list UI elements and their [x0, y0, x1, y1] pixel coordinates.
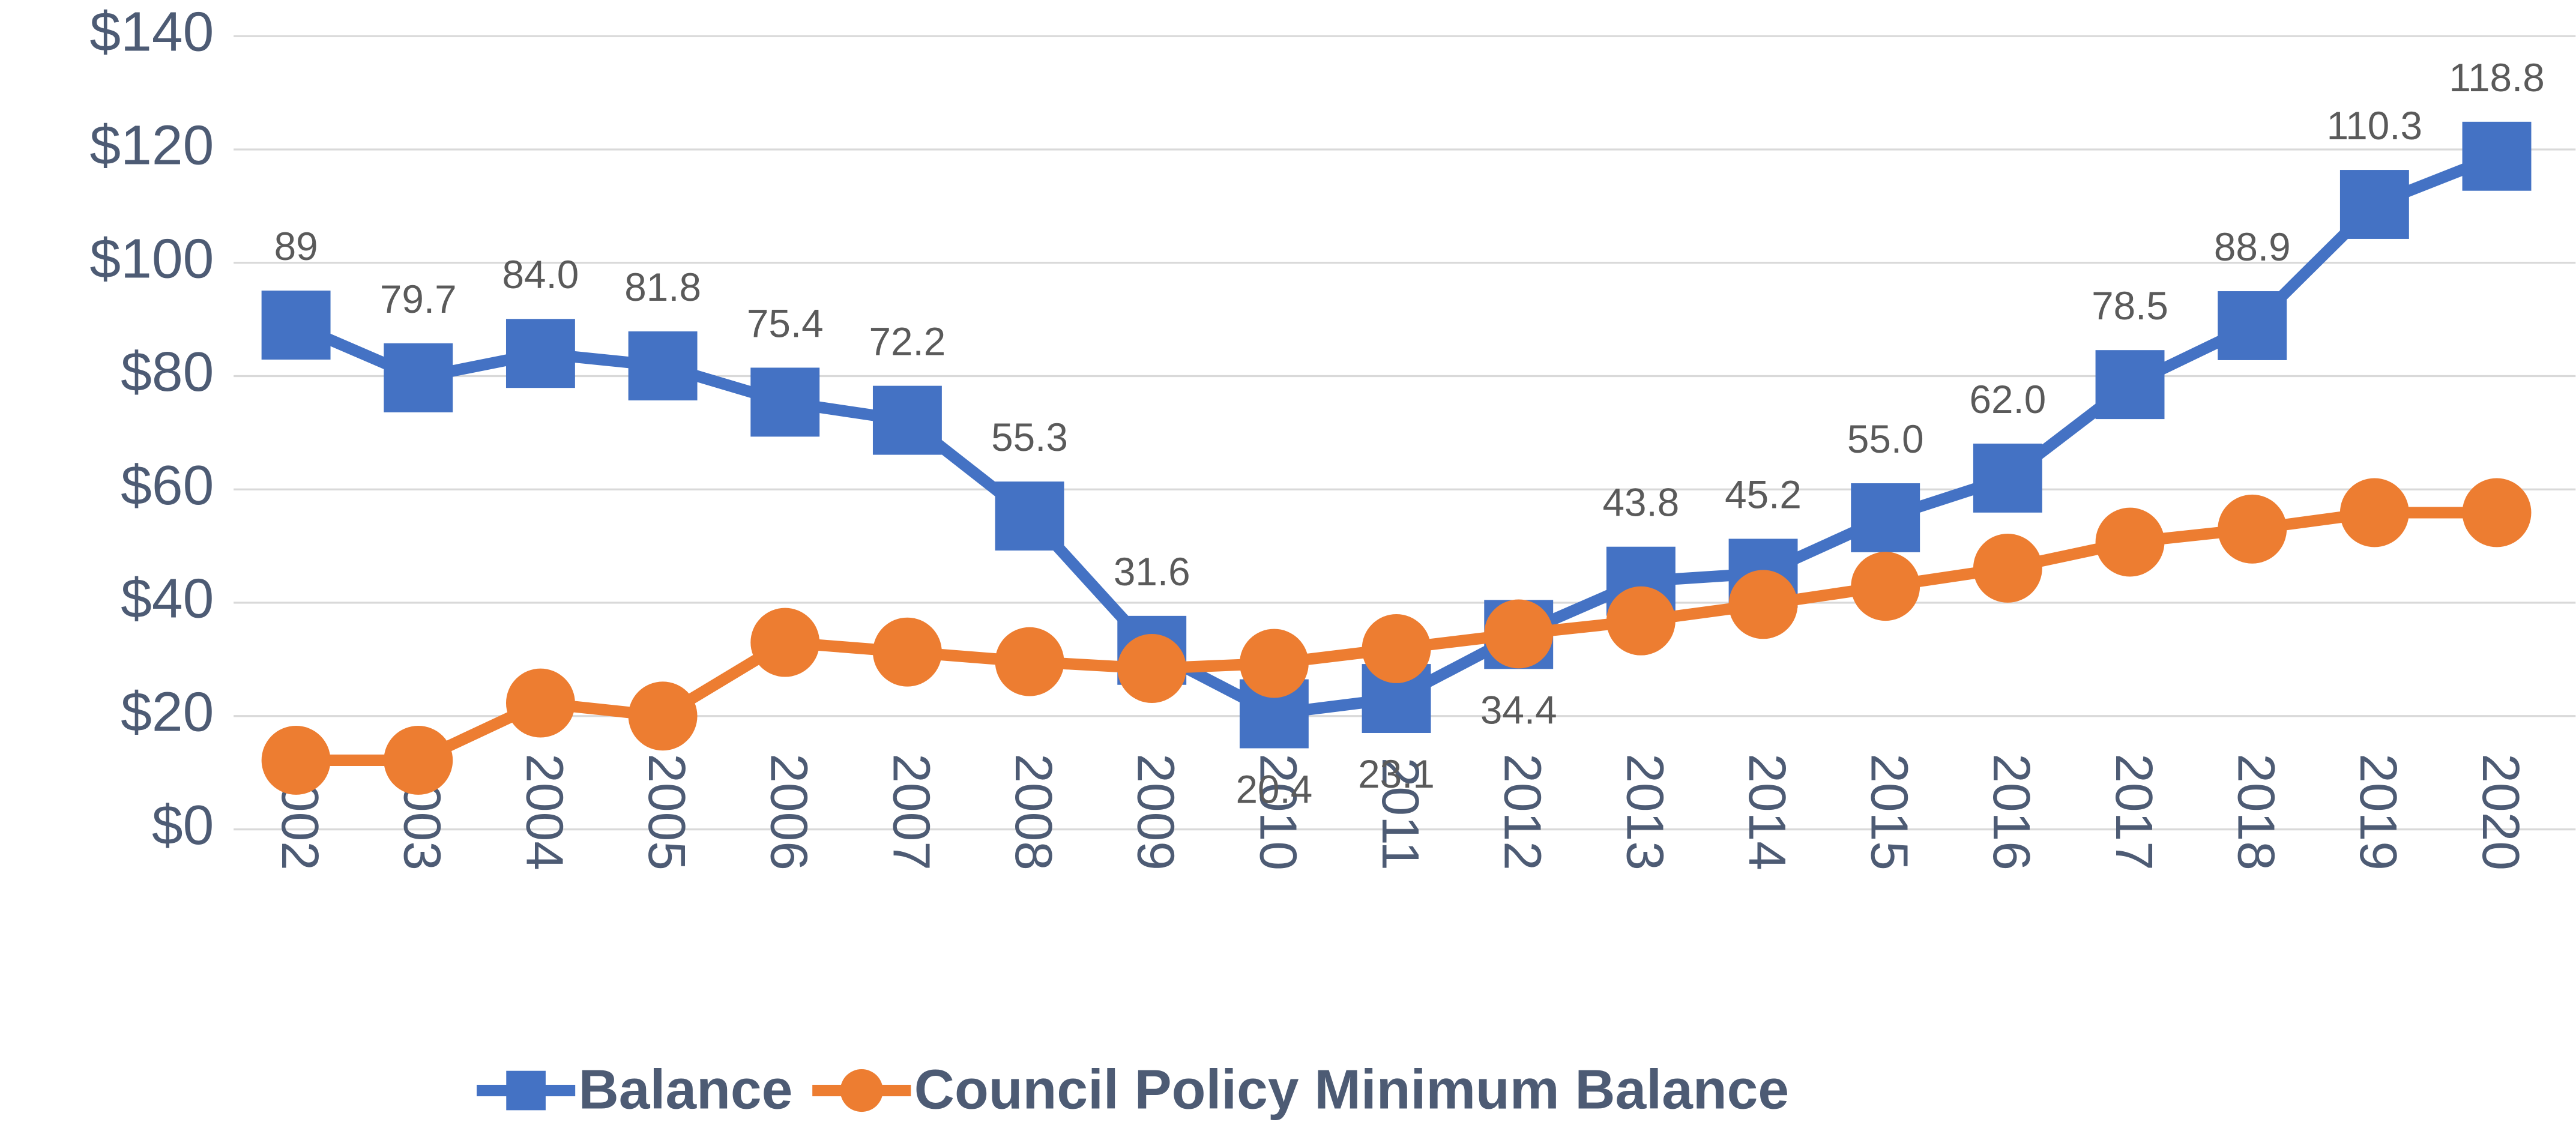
x-tick-label: 2020 — [2472, 753, 2530, 870]
marker — [261, 725, 331, 795]
data-label: 43.8 — [1603, 481, 1680, 525]
marker — [872, 617, 942, 687]
data-label: 23.1 — [1358, 752, 1435, 796]
data-label: 81.8 — [624, 265, 701, 309]
marker — [1973, 534, 2042, 603]
marker — [1362, 614, 1431, 683]
x-tick-label: 2010 — [1249, 753, 1308, 870]
marker — [1851, 552, 1920, 621]
data-label: 72.2 — [869, 320, 946, 364]
data-label: 84.0 — [502, 253, 579, 297]
marker — [2218, 494, 2287, 564]
marker — [995, 481, 1064, 551]
x-tick-label: 2009 — [1127, 753, 1186, 870]
marker — [750, 367, 820, 437]
legend-label: Balance — [579, 1058, 793, 1121]
y-tick-label: $20 — [121, 680, 214, 743]
marker — [628, 331, 698, 400]
marker — [1239, 629, 1309, 698]
data-label: 34.4 — [1480, 689, 1557, 732]
data-label: 55.3 — [991, 415, 1068, 459]
legend: Balance Council Policy Minimum Balance — [477, 1058, 1789, 1121]
data-label: 78.5 — [2092, 284, 2168, 328]
x-tick-label: 2015 — [1860, 753, 1919, 870]
data-label: 62.0 — [1969, 378, 2046, 421]
marker — [1117, 634, 1187, 703]
y-tick-label: $60 — [121, 454, 214, 516]
data-label: 45.2 — [1725, 472, 1802, 516]
marker — [2339, 478, 2409, 547]
marker — [2339, 170, 2409, 239]
marker — [2095, 507, 2165, 577]
y-tick-label: $140 — [89, 1, 214, 63]
x-tick-label: 2011 — [1371, 758, 1430, 870]
y-tick-label: $40 — [121, 567, 214, 630]
marker — [1606, 586, 1676, 656]
marker — [2462, 121, 2532, 191]
x-tick-label: 2018 — [2227, 753, 2286, 870]
x-tick-label: 2019 — [2349, 753, 2408, 870]
data-label: 55.0 — [1847, 417, 1924, 461]
y-tick-label: $0 — [152, 794, 214, 856]
y-tick-label: $80 — [121, 340, 214, 403]
marker — [1851, 483, 1920, 552]
x-tick-label: 2005 — [638, 753, 696, 870]
marker — [384, 343, 453, 412]
data-label: 110.3 — [2327, 104, 2422, 148]
legend-label: Council Policy Minimum Balance — [914, 1058, 1789, 1121]
x-tick-label: 2012 — [1494, 753, 1552, 870]
x-tick-label: 2017 — [2105, 753, 2164, 870]
x-tick-label: 2006 — [760, 753, 819, 870]
marker — [872, 385, 942, 455]
data-label: 118.8 — [2449, 56, 2544, 100]
marker — [1973, 443, 2042, 513]
marker — [628, 681, 698, 751]
x-tick-label: 2007 — [882, 753, 941, 870]
marker — [505, 668, 575, 738]
data-label: 89 — [274, 225, 318, 268]
marker — [1484, 599, 1554, 669]
legend-marker — [840, 1069, 883, 1112]
marker — [384, 725, 453, 795]
marker — [2218, 291, 2287, 360]
x-tick-label: 2014 — [1738, 753, 1797, 870]
data-label: 88.9 — [2214, 225, 2291, 269]
marker — [2095, 350, 2165, 420]
x-tick-label: 2004 — [515, 753, 574, 870]
legend-marker — [506, 1070, 546, 1111]
marker — [750, 608, 820, 677]
x-tick-label: 2013 — [1615, 753, 1674, 870]
marker — [995, 627, 1064, 696]
y-tick-label: $100 — [89, 227, 214, 289]
x-tick-label: 2016 — [1982, 753, 2041, 870]
x-tick-label: 2008 — [1004, 753, 1063, 870]
marker — [1728, 570, 1798, 639]
data-label: 20.4 — [1236, 768, 1313, 812]
data-label: 75.4 — [747, 301, 824, 345]
data-label: 31.6 — [1114, 550, 1190, 594]
y-tick-label: $120 — [89, 114, 214, 176]
marker — [505, 319, 575, 388]
data-label: 79.7 — [380, 277, 457, 321]
marker — [261, 291, 331, 360]
marker — [2462, 478, 2532, 547]
